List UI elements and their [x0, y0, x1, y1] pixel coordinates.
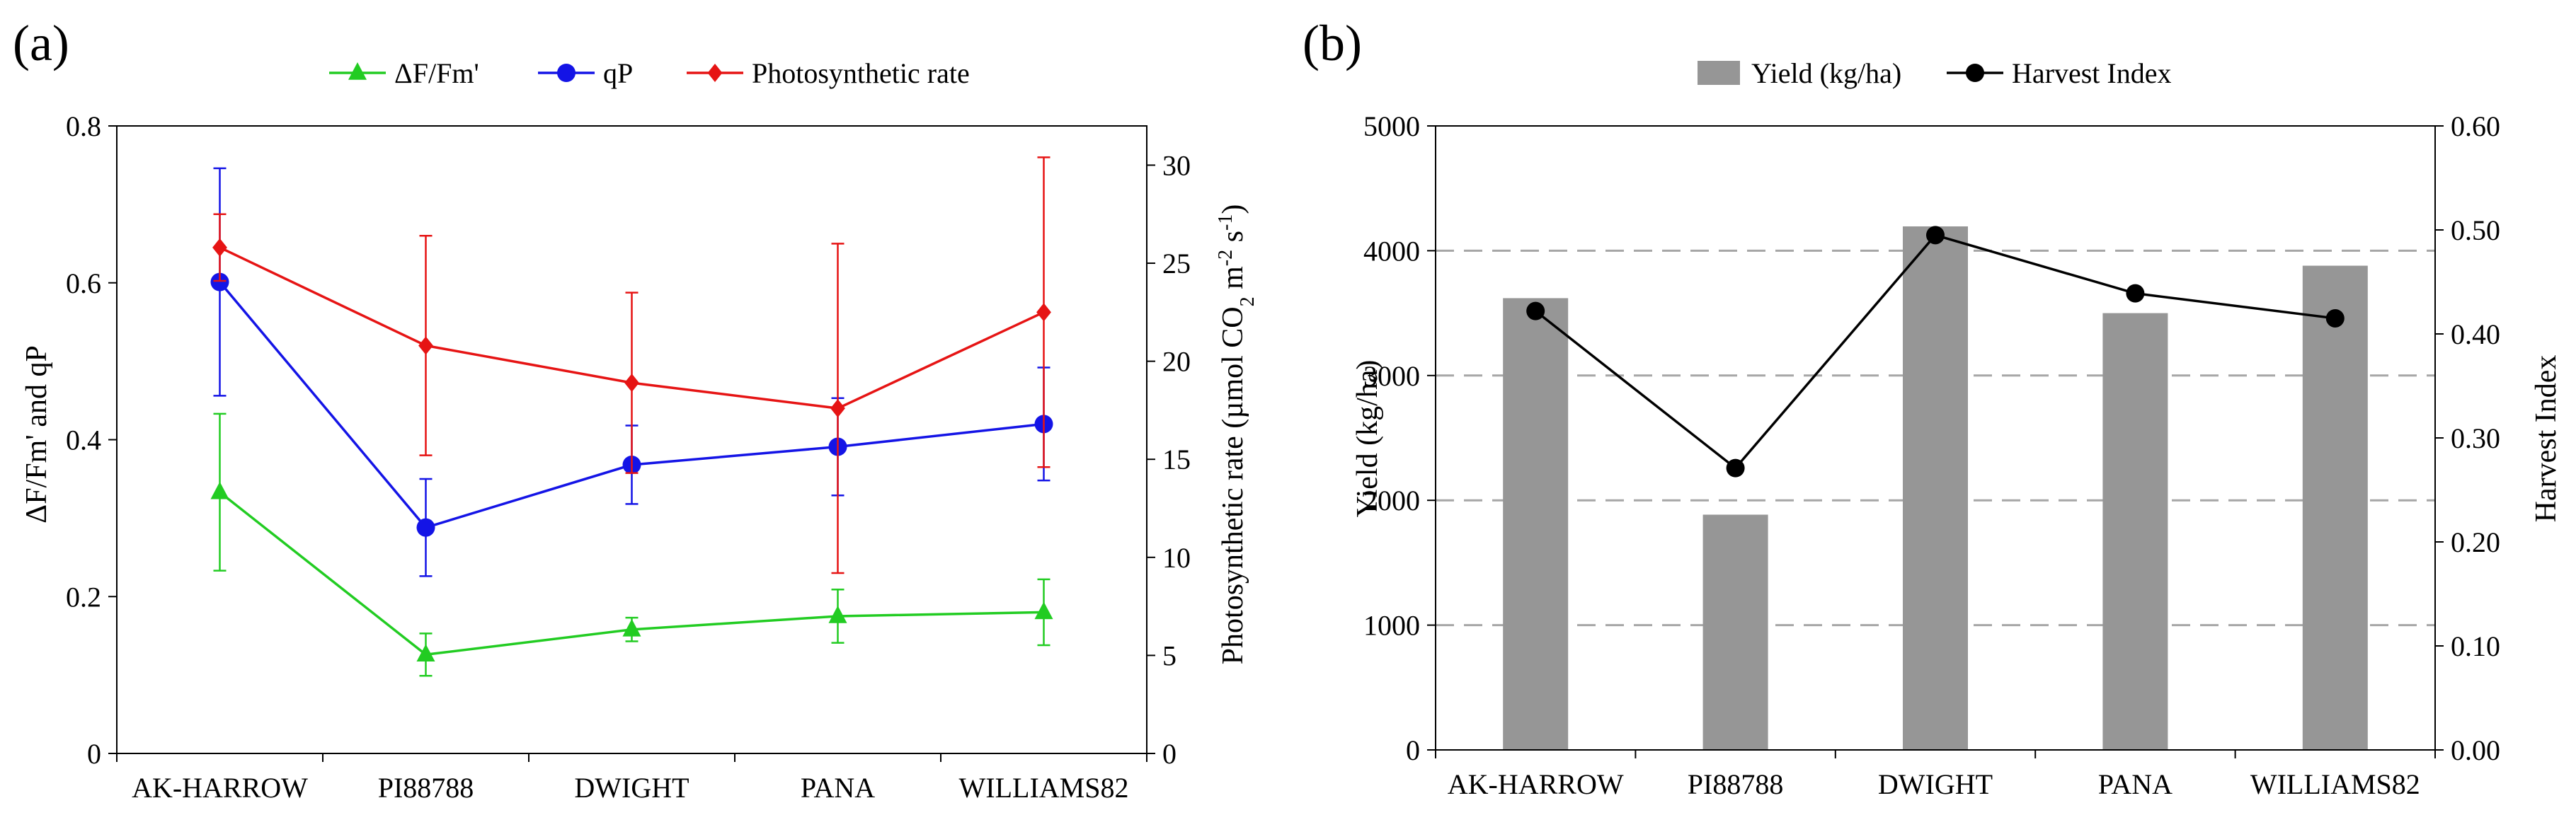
chart-a-y-axis-title: ΔF/Fm' and qP — [21, 345, 53, 524]
y2-tick-label: 0.20 — [2451, 526, 2500, 558]
y2-tick-label: 0.40 — [2451, 318, 2500, 350]
photosynthetic-rate-point — [418, 336, 433, 355]
qp-point — [210, 272, 229, 291]
chart-a: 0 0.2 0.4 0.6 0.8 0 5 10 15 20 25 30 AK-HARROW PI8878… — [21, 57, 1259, 804]
y-tick-label: 0 — [87, 738, 101, 770]
harvest-index-point — [1526, 301, 1545, 320]
photosynthetic-rate-point — [624, 374, 639, 393]
y-tick-label: 2000 — [1363, 485, 1420, 516]
y2-tick-label: 15 — [1162, 444, 1191, 475]
legend-photosynthetic-rate-marker — [707, 64, 723, 82]
x-tick-label: WILLIAMS82 — [959, 772, 1129, 804]
y2-tick-label: 10 — [1162, 542, 1191, 574]
y2-tick-label: 20 — [1162, 346, 1191, 378]
harvest-index-point — [1926, 226, 1945, 245]
panel-b-label: (b) — [1303, 15, 1362, 71]
delta-f-fm-point — [622, 618, 641, 637]
photosynthetic-rate-point — [830, 399, 845, 418]
legend-qp-label: qP — [603, 57, 633, 89]
x-tick-label: PANA — [801, 772, 875, 804]
y-tick-label: 0.6 — [66, 267, 101, 299]
photosynthetic-rate-point — [212, 238, 227, 257]
y2-tick-label: 30 — [1162, 149, 1191, 181]
panel-a-label: (a) — [13, 15, 69, 71]
x-tick-label: PI88788 — [1688, 768, 1784, 800]
x-tick-label: PANA — [2098, 768, 2173, 800]
qp-point — [416, 518, 435, 537]
chart-b: 0 1000 2000 3000 4000 5000 0.00 0.10 0.20 0.30 0.4… — [1351, 57, 2563, 800]
legend-delta-f-fm-marker — [348, 62, 367, 80]
y2-tick-label: 0.00 — [2451, 734, 2500, 766]
chart-b-y2-axis-title: Harvest Index — [2530, 355, 2563, 523]
chart-a-legend: ΔF/Fm' qP Photosynthetic rate — [329, 57, 970, 89]
yield-bar — [2102, 313, 2168, 751]
y2-tick-label: 0.30 — [2451, 422, 2500, 454]
legend-yield-label: Yield (kg/ha) — [1751, 57, 1901, 89]
x-tick-label: WILLIAMS82 — [2250, 768, 2420, 800]
yield-bar — [1702, 514, 1768, 750]
chart-b-y-axis-title: Yield (kg/ha) — [1351, 360, 1384, 518]
delta-f-fm-point — [210, 481, 229, 499]
y-tick-label: 0.2 — [66, 581, 101, 613]
x-tick-label: DWIGHT — [1878, 768, 1993, 800]
harvest-index-point — [2126, 284, 2145, 303]
y-tick-label: 3000 — [1363, 360, 1420, 392]
legend-harvest-index-label: Harvest Index — [2012, 57, 2171, 89]
legend-delta-f-fm-label: ΔF/Fm' — [394, 57, 479, 89]
y2-tick-label: 0.50 — [2451, 214, 2500, 246]
y-tick-label: 1000 — [1363, 610, 1420, 642]
yield-bar — [1503, 298, 1569, 750]
y-tick-label: 0.8 — [66, 110, 101, 142]
y-tick-label: 0.4 — [66, 424, 101, 456]
x-tick-label: AK-HARROW — [1448, 768, 1624, 800]
chart-b-legend: Yield (kg/ha) Harvest Index — [1698, 57, 2171, 89]
harvest-index-point — [2325, 308, 2345, 328]
legend-qp-marker — [557, 64, 576, 82]
photosynthetic-rate-point — [1036, 303, 1051, 322]
legend-harvest-index-marker — [1966, 64, 1984, 82]
delta-f-fm-point — [1034, 601, 1053, 620]
delta-f-fm-point — [828, 606, 847, 623]
y2-tick-label: 0.10 — [2451, 630, 2500, 662]
y2-tick-label: 0 — [1162, 738, 1177, 770]
y-tick-label: 5000 — [1363, 110, 1420, 142]
y-tick-label: 0 — [1406, 734, 1420, 766]
y2-tick-label: 0.60 — [2451, 110, 2500, 142]
y-tick-label: 4000 — [1363, 235, 1420, 267]
chart-a-plot: 0 0.2 0.4 0.6 0.8 0 5 10 15 20 25 30 AK-HARROW PI8878… — [66, 110, 1191, 804]
delta-f-fm-point — [416, 644, 435, 662]
chart-a-y2-axis-title: Photosynthetic rate (µmol CO2 m-2 s-1) — [1215, 204, 1259, 665]
x-tick-label: AK-HARROW — [132, 772, 308, 804]
x-tick-label: DWIGHT — [574, 772, 689, 804]
y2-tick-label: 25 — [1162, 248, 1191, 279]
harvest-index-point — [1726, 458, 1745, 478]
legend-photosynthetic-rate-label: Photosynthetic rate — [752, 57, 970, 89]
yield-bar — [1903, 226, 1968, 750]
x-tick-label: PI88788 — [378, 772, 474, 804]
chart-b-plot: 0 1000 2000 3000 4000 5000 0.00 0.10 0.20 0.30 0.4… — [1363, 110, 2500, 800]
y2-tick-label: 5 — [1162, 640, 1177, 671]
legend-yield-swatch — [1698, 61, 1740, 85]
yield-bar — [2302, 265, 2368, 750]
